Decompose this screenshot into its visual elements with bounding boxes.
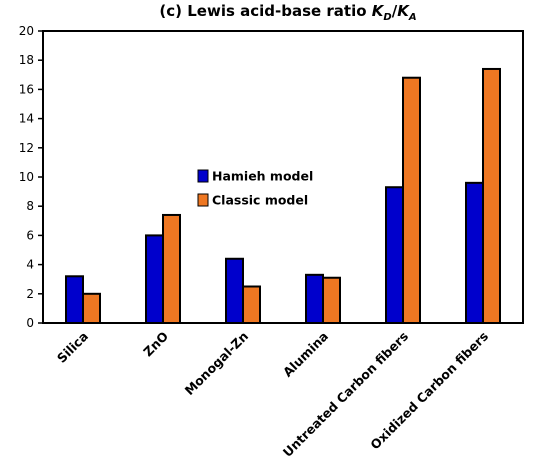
chart-title: (c) Lewis acid-base ratio KD/KA [159,2,416,23]
y-tick-label: 8 [26,199,34,213]
category-label: ZnO [140,329,171,360]
bar-classic-0 [82,292,101,324]
y-tick-label: 0 [26,316,34,330]
y-tick-label: 16 [19,82,34,96]
bar-hamieh-3 [305,273,324,325]
y-tick-label: 12 [19,141,34,155]
y-tick-label: 18 [19,53,34,67]
bar-hamieh-0 [65,275,84,324]
y-tick-label: 14 [19,112,34,126]
legend-label-classic: Classic model [212,193,308,208]
y-tick-label: 10 [19,170,34,184]
legend: Hamieh model Classic model [197,169,313,208]
bar-classic-1 [162,213,181,325]
legend-label-hamieh: Hamieh model [212,169,313,184]
bar-hamieh-4 [385,186,404,324]
y-axis: 0 2 4 6 8 10 12 14 16 18 20 [19,24,43,330]
y-tick-label: 6 [26,228,34,242]
bar-hamieh-2 [225,257,244,325]
y-tick-label: 4 [26,258,34,272]
bar-classic-4 [402,76,421,324]
y-tick-label: 20 [19,24,34,38]
legend-swatch-hamieh [197,169,209,183]
y-tick-label: 2 [26,287,34,301]
category-label: Silica [54,329,91,366]
category-label: Monogal-Zn [182,329,252,399]
bar-classic-5 [482,67,501,324]
bar-classic-2 [242,285,261,324]
plot-frame [42,30,524,324]
bar-classic-3 [322,276,341,324]
category-label: Alumina [280,329,331,380]
bar-hamieh-1 [145,234,164,324]
legend-swatch-classic [197,193,209,207]
bar-hamieh-5 [465,181,484,324]
